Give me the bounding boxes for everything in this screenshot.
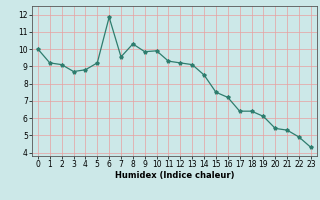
X-axis label: Humidex (Indice chaleur): Humidex (Indice chaleur) [115, 171, 234, 180]
